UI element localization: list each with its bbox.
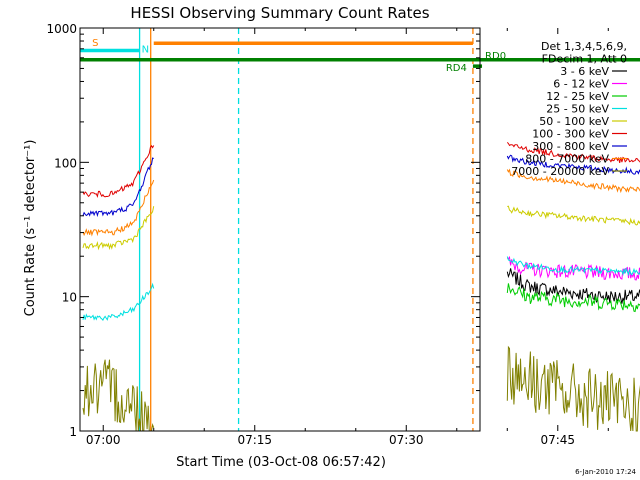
y-tick-label: 100: [54, 156, 77, 170]
series-line-300-800-kev: [506, 154, 640, 175]
y-tick-label: 1: [69, 425, 77, 439]
y-tick-label: 1000: [46, 22, 77, 36]
series-line-7000-20000-kev: [82, 359, 155, 432]
flag-label: RD0: [485, 51, 506, 62]
x-axis-label: Start Time (03-Oct-08 06:57:42): [176, 455, 386, 470]
series-line-25-50-kev: [506, 256, 640, 277]
plot-frame: [79, 27, 481, 432]
series-line-800-7000-kev: [506, 168, 640, 194]
x-tick-label: 07:45: [540, 433, 575, 447]
legend-label: 100 - 300 keV: [532, 128, 609, 141]
series-line-25-50-kev: [82, 282, 155, 321]
legend: Det 1,3,4,5,6,9,FDecim 1, Att 03 - 6 keV…: [511, 40, 627, 178]
series-line-6-12-kev: [507, 255, 640, 281]
legend-label: 50 - 100 keV: [539, 115, 609, 128]
series-line-50-100-kev: [82, 206, 155, 251]
series-line-50-100-kev: [507, 205, 640, 226]
y-axis-ticks: 1 10 100 1000: [46, 22, 480, 439]
series-line-100-300-kev: [506, 142, 640, 164]
legend-label: 3 - 6 keV: [560, 65, 609, 78]
series-lines: [82, 142, 640, 432]
legend-label: 800 - 7000 keV: [525, 153, 609, 166]
flag-label: N: [142, 44, 149, 55]
series-line-300-800-kev: [82, 157, 154, 218]
legend-label: 25 - 50 keV: [546, 103, 609, 116]
x-tick-label: 07:30: [389, 433, 424, 447]
chart-title: HESSI Observing Summary Count Rates: [130, 4, 429, 22]
y-axis-label: Count Rate (s⁻¹ detector⁻¹): [23, 140, 38, 317]
flag-label: S: [92, 38, 98, 49]
legend-label: 12 - 25 keV: [546, 90, 609, 103]
instrument-state-lines: [138, 28, 474, 431]
instrument-flags: S N RD0 RD4: [80, 38, 640, 74]
x-tick-label: 07:00: [86, 433, 121, 447]
series-line-100-300-kev: [82, 144, 155, 199]
legend-label: 6 - 12 keV: [553, 78, 609, 91]
y-tick-label: 10: [62, 291, 77, 305]
x-tick-label: 07:15: [237, 433, 272, 447]
series-line-12-25-kev: [506, 283, 640, 313]
footnote-timestamp: 6-Jan-2010 17:24: [575, 468, 636, 476]
legend-header: FDecim 1, Att 0: [542, 53, 627, 66]
legend-header: Det 1,3,4,5,6,9,: [541, 40, 627, 53]
legend-label: 300 - 800 keV: [532, 140, 609, 153]
series-line-800-7000-kev: [82, 179, 155, 237]
legend-label: 7000 - 20000 keV: [511, 165, 609, 178]
series-line-7000-20000-kev: [506, 345, 640, 432]
flag-label: RD4: [446, 63, 467, 74]
